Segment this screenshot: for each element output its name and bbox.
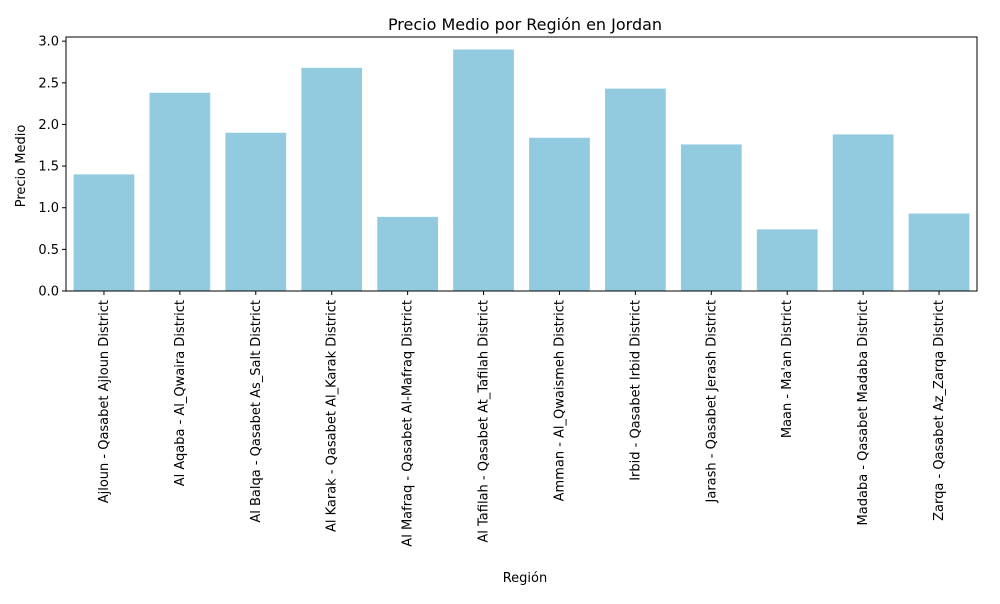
y-tick-label: 3.0	[38, 35, 59, 50]
x-tick-label: Al Karak - Qasabet Al_Karak District	[325, 300, 340, 532]
bars-layer	[73, 49, 970, 292]
bar	[529, 137, 590, 291]
y-tick-label: 0.0	[38, 285, 59, 300]
y-axis-label: Precio Medio	[14, 125, 29, 208]
bar	[756, 229, 818, 291]
y-tick-label: 1.5	[38, 160, 59, 175]
x-tick-label: Jarash - Qasabet Jerash District	[704, 300, 719, 503]
bar	[908, 213, 970, 291]
bar	[149, 92, 211, 291]
x-tick-label: Maan - Ma'an District	[780, 300, 795, 438]
x-tick-label: Al Balqa - Qasabet As_Salt District	[249, 300, 264, 523]
y-axis: 0.0 0.5 1.0 1.5 2.0 2.5 3.0	[38, 35, 66, 300]
bar	[832, 134, 894, 291]
x-tick-label: Al Mafraq - Qasabet Al-Mafraq District	[401, 300, 416, 547]
bar	[453, 49, 514, 291]
y-tick-label: 1.0	[38, 201, 59, 216]
y-tick-label: 0.5	[38, 243, 59, 258]
bar	[301, 67, 363, 292]
plot-frame	[65, 36, 978, 292]
x-tick-label: Irbid - Qasabet Irbid District	[628, 300, 643, 481]
y-tick-label: 2.5	[38, 76, 59, 91]
x-tick-label: Ajloun - Qasabet Ajloun District	[97, 300, 112, 503]
y-tick-label: 2.0	[38, 118, 59, 133]
x-tick-label: Al Aqaba - Al_Qwaira District	[173, 300, 188, 486]
bar	[73, 174, 135, 291]
x-axis: Ajloun - Qasabet Ajloun District Al Aqaba…	[97, 291, 947, 547]
x-axis-label: Región	[503, 571, 548, 586]
chart-title: Precio Medio por Región en Jordan	[388, 15, 662, 34]
bar	[225, 132, 287, 291]
bar	[377, 216, 438, 291]
x-tick-label: Amman - Al_Qwaismeh District	[552, 300, 567, 501]
x-tick-label: Al Tafilah - Qasabet At_Tafilah District	[477, 300, 492, 543]
x-tick-label: Zarqa - Qasabet Az_Zarqa District	[932, 300, 947, 521]
bar	[605, 88, 666, 292]
bar	[680, 144, 742, 291]
x-tick-label: Madaba - Qasabet Madaba District	[856, 300, 871, 525]
